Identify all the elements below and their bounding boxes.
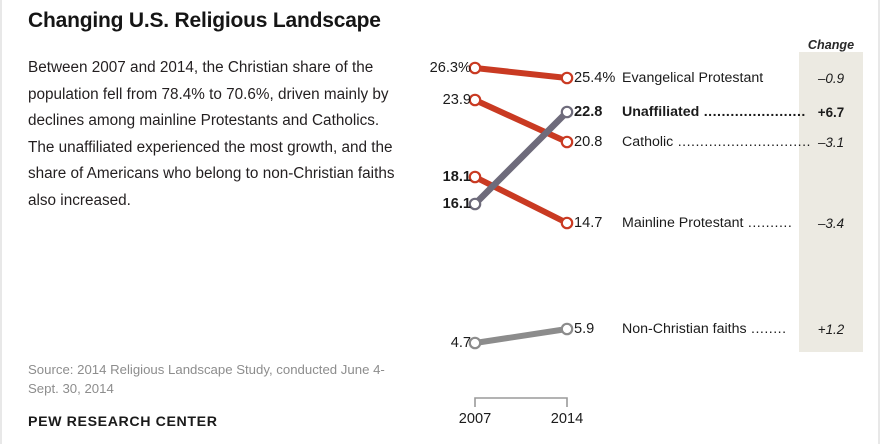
series-name-text: Catholic: [622, 134, 674, 150]
value-label-mainline-2007: 18.1: [442, 169, 471, 185]
source-note: Source: 2014 Religious Landscape Study, …: [28, 362, 385, 396]
line-unaffiliated: [471, 108, 571, 208]
marker-mainline-2014: [560, 216, 574, 230]
value-label-non-christian-2014: 5.9: [574, 321, 595, 337]
leader-dots: .......................: [699, 104, 806, 120]
axis-tick-2014: 2014: [550, 411, 584, 427]
marker-non-christian-2007: [468, 336, 482, 350]
value-label-mainline-2014: 14.7: [574, 215, 603, 231]
value-label-catholic-2014: 20.8: [574, 134, 603, 150]
marker-non-christian-2014: [560, 322, 574, 336]
value-label-non-christian-2007: 4.7: [450, 335, 471, 351]
series-name-text: Mainline Protestant: [622, 215, 744, 231]
change-value-non-christian-faiths: +1.2: [817, 322, 845, 337]
value-label-evangelical-2014: 25.4%: [574, 70, 616, 86]
marker-mainline-2007: [468, 170, 482, 184]
change-column-band: [799, 52, 863, 352]
series-name-catholic: Catholic ..............................: [622, 134, 811, 150]
change-column-header: Change: [807, 38, 855, 52]
series-name-mainline-protestant: Mainline Protestant ..........: [622, 215, 792, 231]
series-name-unaffiliated: Unaffiliated .......................: [622, 104, 806, 120]
leader-dots: ..........: [743, 215, 793, 231]
value-label-catholic-2007: 23.9: [442, 92, 471, 108]
marker-catholic-2007: [468, 93, 482, 107]
marker-evangelical-2007: [468, 61, 482, 75]
series-name-text: Evangelical Protestant: [622, 70, 764, 86]
change-value-catholic: –3.1: [817, 135, 845, 150]
line-evangelical-protestant: [472, 65, 570, 81]
axis-tick-2007: 2007: [458, 411, 492, 427]
axis-bracket: [474, 397, 568, 407]
line-catholic: [472, 97, 570, 145]
marker-unaffiliated-2014: [560, 105, 574, 119]
change-value-mainline-protestant: –3.4: [817, 216, 845, 231]
intro-paragraph: Between 2007 and 2014, the Christian sha…: [28, 59, 395, 209]
marker-catholic-2014: [560, 135, 574, 149]
series-name-non-christian-faiths: Non-Christian faiths ........: [622, 321, 787, 337]
series-name-text: Unaffiliated: [622, 104, 700, 120]
marker-evangelical-2014: [560, 71, 574, 85]
marker-unaffiliated-2007: [468, 197, 482, 211]
organization-footer: PEW RESEARCH CENTER: [28, 414, 218, 430]
line-mainline-protestant: [472, 174, 570, 226]
value-label-unaffiliated-2007: 16.1: [442, 196, 471, 212]
change-value-unaffiliated: +6.7: [817, 105, 845, 120]
change-value-evangelical-protestant: –0.9: [817, 71, 845, 86]
value-label-evangelical-2007: 26.3%: [429, 60, 471, 76]
line-non-christian-faiths: [472, 326, 570, 346]
series-name-evangelical-protestant: Evangelical Protestant: [622, 70, 763, 86]
page-title: Changing U.S. Religious Landscape: [28, 9, 381, 32]
value-label-unaffiliated-2014: 22.8: [574, 104, 603, 120]
leader-dots: ........: [746, 321, 787, 337]
series-name-text: Non-Christian faiths: [622, 321, 747, 337]
leader-dots: ..............................: [673, 134, 811, 150]
